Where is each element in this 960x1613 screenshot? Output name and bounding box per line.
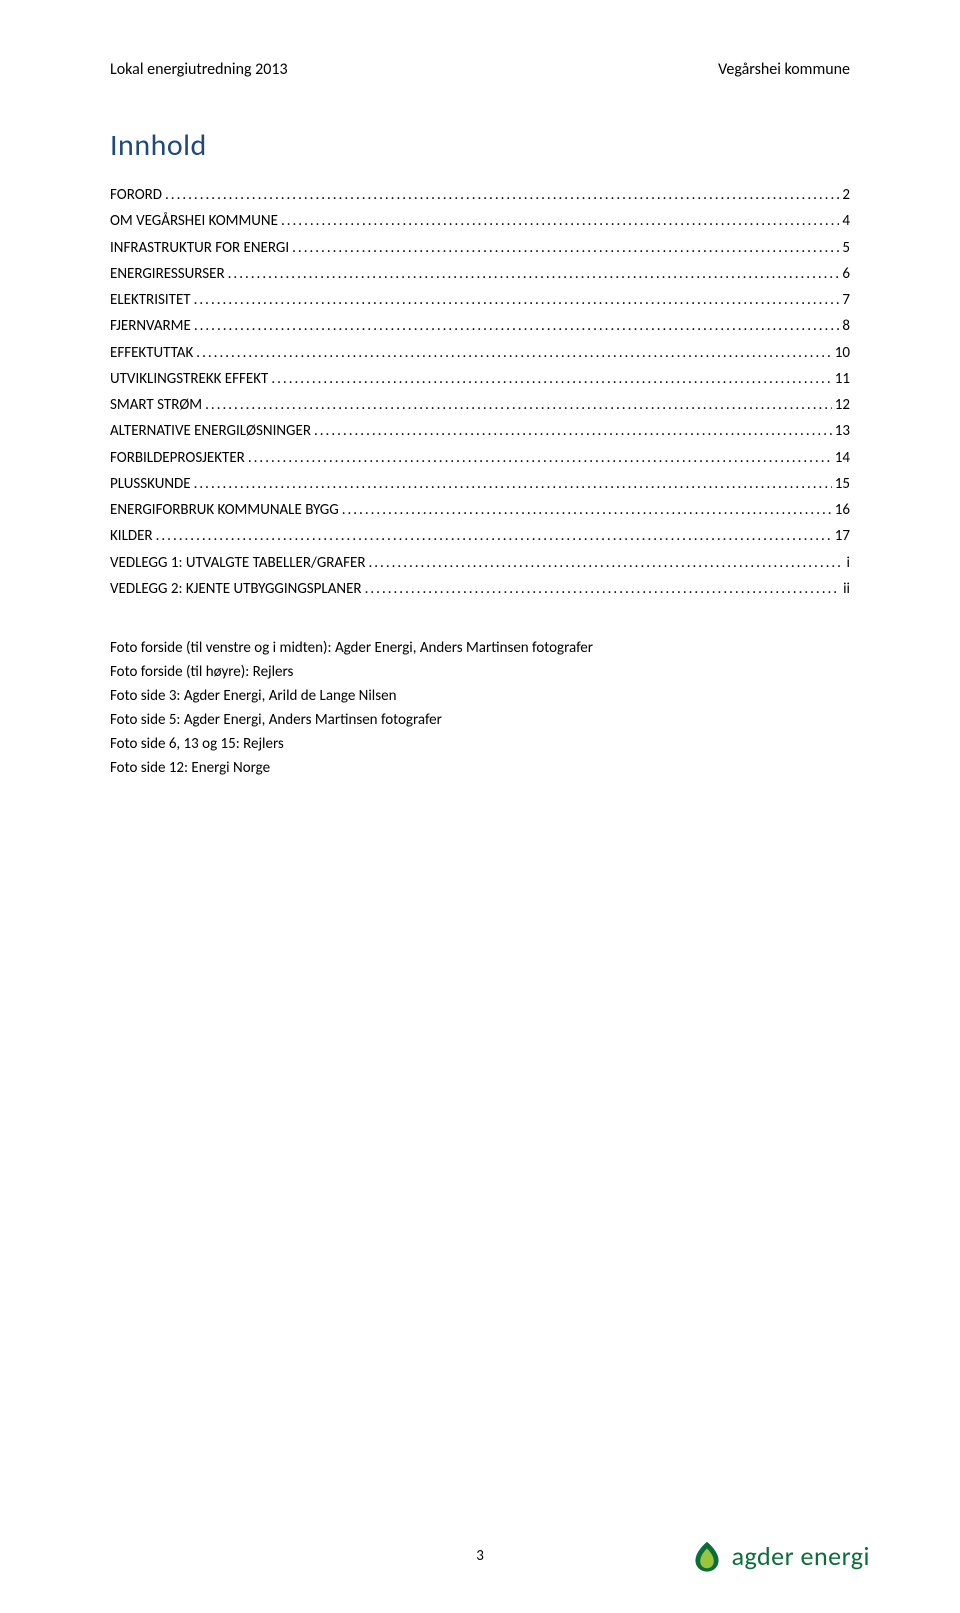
toc-leader-dots <box>194 287 840 313</box>
toc-leader-dots <box>271 366 831 392</box>
toc-entry: ENERGIFORBRUK KOMMUNALE BYGG 16 <box>110 497 850 523</box>
photo-credits: Foto forside (til venstre og i midten): … <box>110 636 850 780</box>
toc-entry: VEDLEGG 2: KJENTE UTBYGGINGSPLANER ii <box>110 576 850 602</box>
toc-entry: ENERGIRESSURSER 6 <box>110 261 850 287</box>
toc-leader-dots <box>165 182 839 208</box>
toc-entry: FJERNVARME 8 <box>110 313 850 339</box>
brand-text: agder energi <box>732 1540 870 1572</box>
credit-line: Foto forside (til høyre): Rejlers <box>110 660 850 684</box>
toc-entry-label: UTVIKLINGSTREKK EFFEKT <box>110 366 268 392</box>
toc-leader-dots <box>156 523 832 549</box>
toc-entry: FORORD 2 <box>110 182 850 208</box>
header-right: Vegårshei kommune <box>718 60 850 79</box>
toc-entry-label: OM VEGÅRSHEI KOMMUNE <box>110 208 278 234</box>
toc-entry-page: 2 <box>842 182 850 208</box>
toc-entry-label: VEDLEGG 2: KJENTE UTBYGGINGSPLANER <box>110 576 362 602</box>
toc-entry-page: 4 <box>842 208 850 234</box>
toc-leader-dots <box>205 392 832 418</box>
toc-leader-dots <box>248 445 832 471</box>
credit-line: Foto forside (til venstre og i midten): … <box>110 636 850 660</box>
toc-entry-label: VEDLEGG 1: UTVALGTE TABELLER/GRAFER <box>110 550 365 576</box>
toc-entry-label: FORORD <box>110 182 162 208</box>
toc-entry-label: ALTERNATIVE ENERGILØSNINGER <box>110 418 311 444</box>
toc-entry: INFRASTRUKTUR FOR ENERGI 5 <box>110 235 850 261</box>
toc-entry-label: PLUSSKUNDE <box>110 471 191 497</box>
running-header: Lokal energiutredning 2013 Vegårshei kom… <box>110 60 850 79</box>
document-page: Lokal energiutredning 2013 Vegårshei kom… <box>0 0 960 1613</box>
toc-entry-label: INFRASTRUKTUR FOR ENERGI <box>110 235 289 261</box>
toc-leader-dots <box>342 497 832 523</box>
toc-entry-label: EFFEKTUTTAK <box>110 340 193 366</box>
toc-entry: VEDLEGG 1: UTVALGTE TABELLER/GRAFER i <box>110 550 850 576</box>
toc-list: FORORD2OM VEGÅRSHEI KOMMUNE4INFRASTRUKTU… <box>110 182 850 602</box>
brand-logo-icon <box>690 1539 724 1573</box>
toc-entry-page: 7 <box>842 287 850 313</box>
toc-entry-page: i <box>847 550 850 576</box>
header-left: Lokal energiutredning 2013 <box>110 60 288 79</box>
toc-leader-dots <box>365 576 841 602</box>
toc-entry-page: 6 <box>842 261 850 287</box>
toc-entry-page: 16 <box>835 497 850 523</box>
toc-entry-page: 15 <box>835 471 850 497</box>
toc-leader-dots <box>228 261 840 287</box>
toc-entry-page: 5 <box>842 235 850 261</box>
credit-line: Foto side 6, 13 og 15: Rejlers <box>110 732 850 756</box>
toc-entry-label: FJERNVARME <box>110 313 191 339</box>
toc-entry-label: FORBILDEPROSJEKTER <box>110 445 245 471</box>
toc-entry: SMART STRØM 12 <box>110 392 850 418</box>
toc-entry: FORBILDEPROSJEKTER 14 <box>110 445 850 471</box>
toc-leader-dots <box>292 235 839 261</box>
toc-entry: ALTERNATIVE ENERGILØSNINGER 13 <box>110 418 850 444</box>
page-number: 3 <box>476 1547 484 1565</box>
toc-entry-label: ENERGIRESSURSER <box>110 261 225 287</box>
toc-entry-label: ELEKTRISITET <box>110 287 191 313</box>
toc-leader-dots <box>194 313 840 339</box>
toc-entry-page: 10 <box>835 340 850 366</box>
toc-entry: ELEKTRISITET 7 <box>110 287 850 313</box>
toc-leader-dots <box>314 418 832 444</box>
toc-entry-label: KILDER <box>110 523 153 549</box>
credit-line: Foto side 12: Energi Norge <box>110 756 850 780</box>
toc-leader-dots <box>196 340 831 366</box>
credit-line: Foto side 5: Agder Energi, Anders Martin… <box>110 708 850 732</box>
toc-title: Innhold <box>110 127 850 164</box>
toc-entry: PLUSSKUNDE 15 <box>110 471 850 497</box>
toc-leader-dots <box>368 550 843 576</box>
toc-entry-label: ENERGIFORBRUK KOMMUNALE BYGG <box>110 497 339 523</box>
toc-entry: OM VEGÅRSHEI KOMMUNE 4 <box>110 208 850 234</box>
toc-entry-page: 12 <box>835 392 850 418</box>
toc-entry-page: 8 <box>842 313 850 339</box>
toc-entry-page: 13 <box>835 418 850 444</box>
toc-leader-dots <box>281 208 839 234</box>
toc-entry-page: ii <box>843 576 850 602</box>
toc-entry-page: 11 <box>835 366 850 392</box>
toc-entry: UTVIKLINGSTREKK EFFEKT 11 <box>110 366 850 392</box>
toc-entry-page: 17 <box>835 523 850 549</box>
toc-entry: KILDER 17 <box>110 523 850 549</box>
brand-block: agder energi <box>690 1539 870 1573</box>
toc-entry-label: SMART STRØM <box>110 392 202 418</box>
toc-entry: EFFEKTUTTAK 10 <box>110 340 850 366</box>
credit-line: Foto side 3: Agder Energi, Arild de Lang… <box>110 684 850 708</box>
toc-entry-page: 14 <box>835 445 850 471</box>
toc-leader-dots <box>194 471 832 497</box>
